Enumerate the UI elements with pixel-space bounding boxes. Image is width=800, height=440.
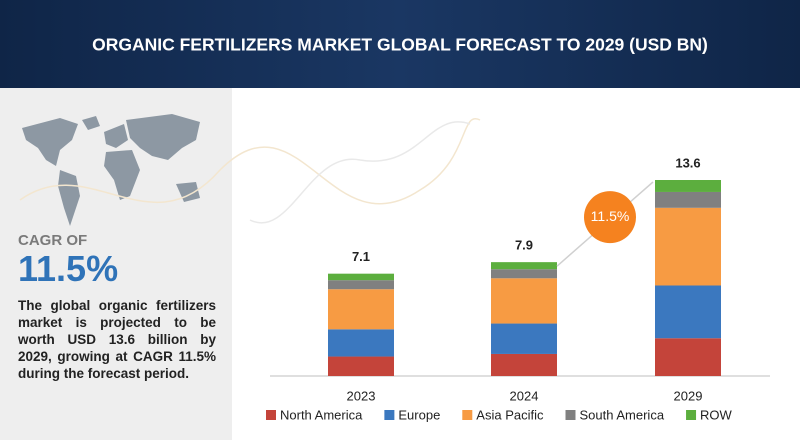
cagr-label: CAGR OF bbox=[18, 232, 88, 249]
cagr-badge bbox=[584, 191, 636, 244]
legend-label: Asia Pacific bbox=[476, 407, 544, 422]
legend-swatch bbox=[462, 410, 473, 420]
legend-swatch bbox=[266, 410, 276, 420]
cagr-badge-label: 11.5% bbox=[591, 208, 630, 224]
legend-swatch bbox=[686, 410, 697, 420]
bar-segment bbox=[655, 191, 721, 208]
x-tick-label: 2029 bbox=[674, 388, 703, 403]
total-label: 7.9 bbox=[515, 238, 533, 253]
bar-segment bbox=[491, 278, 557, 324]
legend-label: ROW bbox=[700, 407, 733, 422]
decor-curve bbox=[249, 121, 471, 224]
bar-segment bbox=[328, 280, 394, 290]
cagr-value: 11.5% bbox=[18, 248, 119, 289]
bar-segment bbox=[328, 273, 394, 281]
header bbox=[0, 0, 800, 88]
world-map bbox=[22, 114, 200, 226]
bar-segment bbox=[328, 329, 394, 357]
legend-swatch bbox=[384, 410, 395, 420]
legend-label: Europe bbox=[398, 407, 440, 422]
decor-curve bbox=[19, 117, 481, 205]
bar-segment bbox=[491, 353, 557, 376]
x-tick-label: 2024 bbox=[510, 388, 539, 403]
bar-segment bbox=[655, 338, 721, 376]
bar-segment bbox=[491, 269, 557, 279]
bar-segment bbox=[655, 180, 721, 192]
bar-segment bbox=[655, 207, 721, 286]
bar-segment bbox=[328, 289, 394, 330]
chart-title: ORGANIC FERTILIZERS MARKET GLOBAL FORECA… bbox=[92, 35, 708, 55]
x-tick-label: 2023 bbox=[347, 388, 376, 403]
description: The global organic fertilizers market is… bbox=[18, 298, 216, 381]
legend-label: South America bbox=[580, 407, 665, 422]
bar-segment bbox=[491, 262, 557, 270]
total-label: 13.6 bbox=[675, 155, 700, 170]
left-text: CAGR OF 11.5% The global organic fertili… bbox=[18, 232, 216, 382]
bar-segment bbox=[655, 285, 721, 339]
total-label: 7.1 bbox=[352, 249, 370, 264]
legend-label: North America bbox=[280, 407, 363, 422]
bar-segment bbox=[491, 323, 557, 354]
legend-swatch bbox=[565, 410, 576, 420]
bar-segment bbox=[328, 356, 394, 376]
